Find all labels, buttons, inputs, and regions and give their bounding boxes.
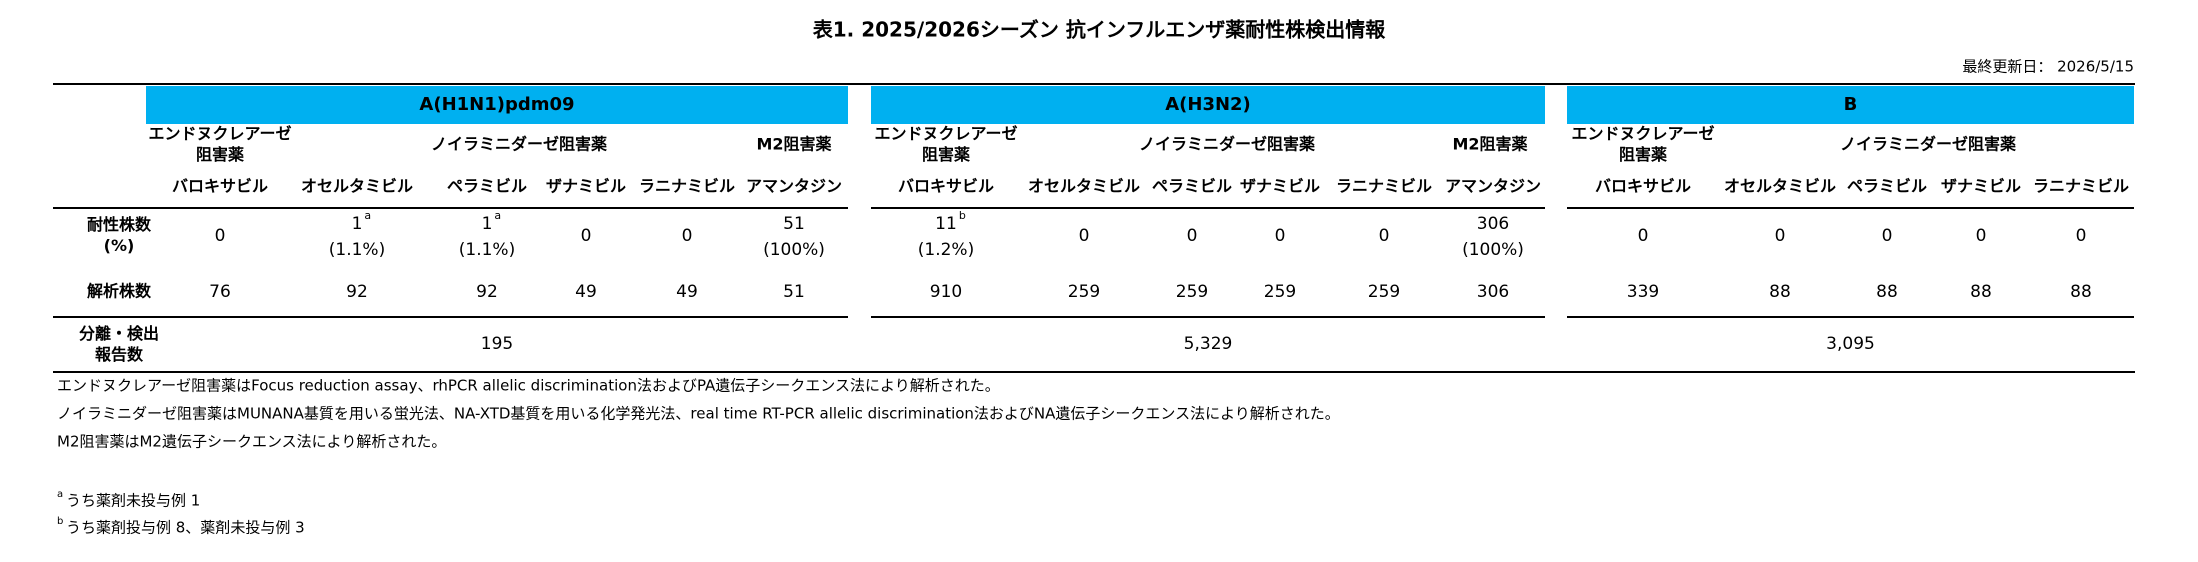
drug-name: ザナミビル	[546, 177, 626, 196]
resistant-count: 51	[783, 214, 805, 234]
analyzed-count: 259	[1068, 282, 1100, 302]
analyzed-count: 49	[575, 282, 597, 302]
drug-name: ペラミビル	[1847, 177, 1927, 196]
analyzed-count: 259	[1176, 282, 1208, 302]
resistant-count: 0	[1275, 226, 1286, 246]
group-header: B	[1844, 94, 1858, 115]
drug-name: ザナミビル	[1240, 177, 1320, 196]
resistant-count: 1	[482, 214, 493, 234]
analyzed-count: 259	[1368, 282, 1400, 302]
analyzed-count: 88	[1970, 282, 1992, 302]
title: 表1. 2025/2026シーズン 抗インフルエンザ薬耐性株検出情報	[813, 18, 1386, 42]
updated: 最終更新日： 2026/5/15	[1962, 58, 2134, 76]
drug-class: ノイラミニダーゼ阻害薬	[1139, 135, 1316, 154]
resistant-count: 306	[1477, 214, 1509, 234]
analyzed-count: 259	[1264, 282, 1296, 302]
drug-name: ラニナミビル	[2033, 177, 2129, 196]
footnote-mark: b	[57, 516, 63, 527]
drug-name: アマンタジン	[746, 177, 842, 196]
drug-name: オセルタミビル	[1028, 177, 1140, 196]
resistant-count: 0	[215, 226, 226, 246]
reported-count: 195	[481, 334, 513, 354]
resistant-count: 0	[682, 226, 693, 246]
resistant-count: 0	[581, 226, 592, 246]
resistant-count: 0	[1379, 226, 1390, 246]
reported-count: 3,095	[1826, 334, 1875, 354]
drug-class: 阻害薬	[196, 145, 245, 164]
resistant-count: 0	[1882, 226, 1893, 246]
note: エンドヌクレアーゼ阻害薬はFocus reduction assay、rhPCR…	[57, 377, 1000, 395]
footnote-mark: a	[57, 489, 63, 500]
drug-name: オセルタミビル	[301, 177, 413, 196]
analyzed-count: 88	[2070, 282, 2092, 302]
analyzed-count: 51	[783, 282, 805, 302]
resistant-count: 0	[1775, 226, 1786, 246]
drug-class: ノイラミニダーゼ阻害薬	[1840, 135, 2017, 154]
row-label: 分離・検出	[79, 324, 159, 343]
analyzed-count: 92	[346, 282, 368, 302]
group-header-bg	[1567, 86, 2134, 124]
resistant-count: 0	[2076, 226, 2087, 246]
resistant-percent: (1.1%)	[459, 240, 515, 260]
note: M2阻害薬はM2遺伝子シークエンス法により解析された。	[57, 433, 446, 451]
row-label: (%)	[104, 236, 135, 255]
drug-class: M2阻害薬	[1452, 135, 1528, 154]
analyzed-count: 910	[930, 282, 962, 302]
analyzed-count: 339	[1627, 282, 1659, 302]
drug-class: 阻害薬	[1619, 145, 1668, 164]
drug-class: ノイラミニダーゼ阻害薬	[431, 135, 608, 154]
superscript: a	[494, 209, 501, 222]
resistant-count: 0	[1976, 226, 1987, 246]
analyzed-count: 76	[209, 282, 231, 302]
group-header: A(H1N1)pdm09	[419, 94, 574, 115]
resistant-count: 0	[1079, 226, 1090, 246]
group-header-bg	[146, 86, 848, 124]
row-label: 報告数	[95, 345, 144, 364]
superscript: b	[959, 209, 966, 222]
resistant-percent: (100%)	[1462, 240, 1524, 260]
drug-name: ラニナミビル	[1336, 177, 1432, 196]
superscript: a	[364, 209, 371, 222]
row-label: 耐性株数	[87, 215, 152, 234]
drug-class: エンドヌクレアーゼ	[874, 124, 1017, 143]
analyzed-count: 88	[1876, 282, 1898, 302]
footnote: うち薬剤投与例 8、薬剤未投与例 3	[66, 519, 305, 537]
resistant-count: 11	[935, 214, 957, 234]
resistant-percent: (1.2%)	[918, 240, 974, 260]
group-header-bg	[871, 86, 1545, 124]
drug-name: ラニナミビル	[639, 177, 735, 196]
drug-name: オセルタミビル	[1724, 177, 1836, 196]
row-label: 解析株数	[87, 282, 152, 301]
note: ノイラミニダーゼ阻害薬はMUNANA基質を用いる蛍光法、NA-XTD基質を用いる…	[57, 405, 1340, 423]
analyzed-count: 49	[676, 282, 698, 302]
resistant-count: 1	[352, 214, 363, 234]
drug-name: バロキサビル	[172, 177, 268, 196]
drug-name: ペラミビル	[447, 177, 527, 196]
drug-class: エンドヌクレアーゼ	[1571, 124, 1714, 143]
drug-class: 阻害薬	[922, 145, 971, 164]
analyzed-count: 88	[1769, 282, 1791, 302]
analyzed-count: 306	[1477, 282, 1509, 302]
drug-class: M2阻害薬	[756, 135, 832, 154]
reported-count: 5,329	[1184, 334, 1233, 354]
drug-name: バロキサビル	[1595, 177, 1691, 196]
resistant-count: 0	[1638, 226, 1649, 246]
resistant-percent: (1.1%)	[329, 240, 385, 260]
drug-class: エンドヌクレアーゼ	[148, 124, 291, 143]
drug-name: ザナミビル	[1941, 177, 2021, 196]
resistant-count: 0	[1187, 226, 1198, 246]
resistant-percent: (100%)	[763, 240, 825, 260]
group-header: A(H3N2)	[1165, 94, 1251, 115]
analyzed-count: 92	[476, 282, 498, 302]
drug-name: バロキサビル	[898, 177, 994, 196]
drug-name: ペラミビル	[1152, 177, 1232, 196]
drug-name: アマンタジン	[1445, 177, 1541, 196]
footnote: うち薬剤未投与例 1	[66, 492, 200, 510]
